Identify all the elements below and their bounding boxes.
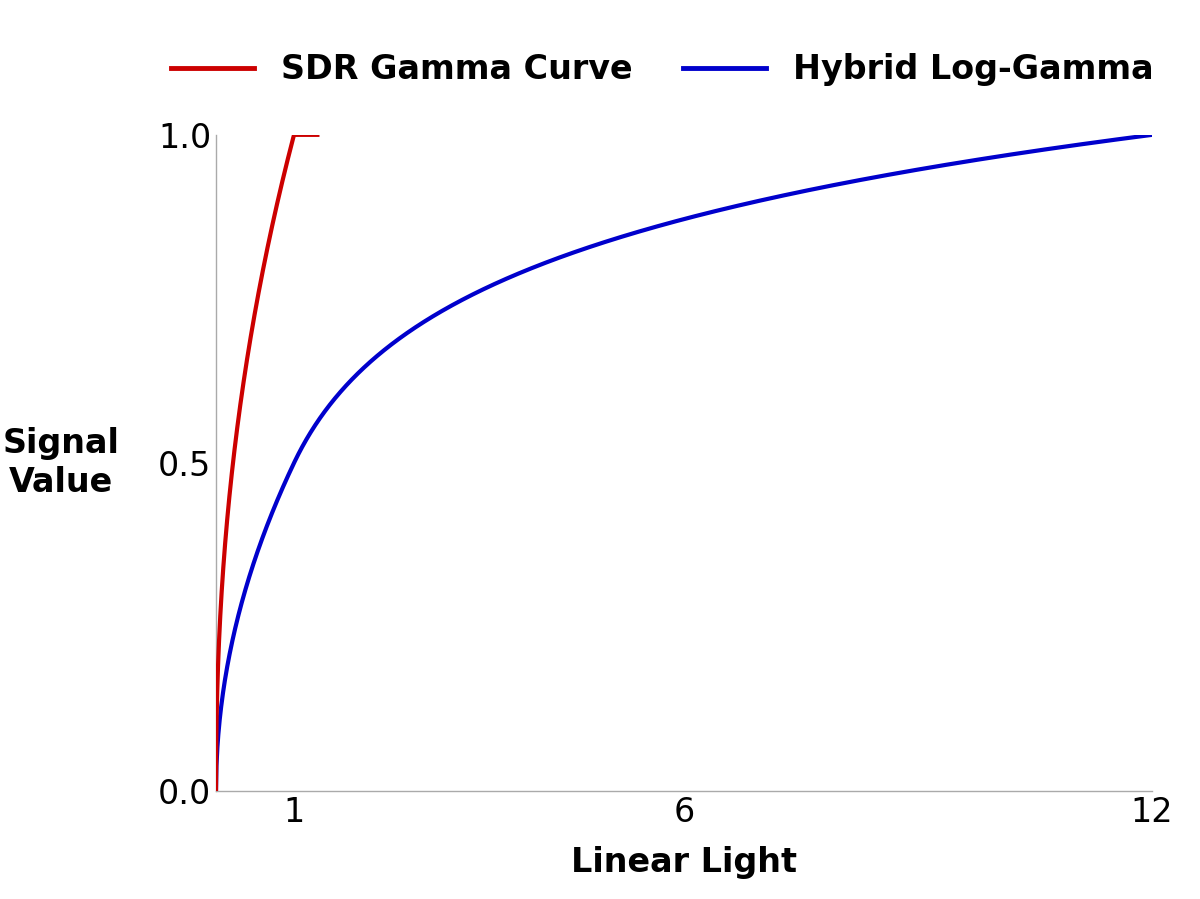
Y-axis label: Signal
Value: Signal Value [2, 427, 119, 499]
X-axis label: Linear Light: Linear Light [571, 846, 797, 878]
Legend: SDR Gamma Curve, Hybrid Log-Gamma: SDR Gamma Curve, Hybrid Log-Gamma [157, 40, 1166, 100]
